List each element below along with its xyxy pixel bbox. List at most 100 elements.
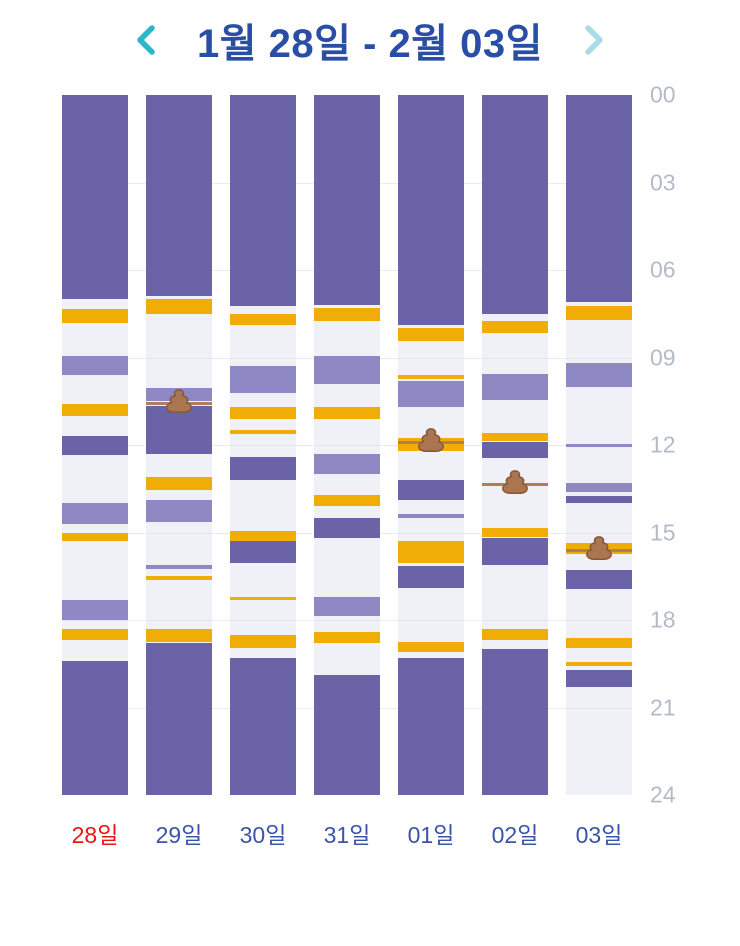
nap-block bbox=[398, 380, 464, 408]
time-tick-label: 03 bbox=[650, 169, 676, 195]
day-column bbox=[314, 95, 380, 795]
feed-block bbox=[482, 321, 548, 333]
sleep-block bbox=[62, 660, 128, 795]
sleep-block bbox=[146, 405, 212, 454]
next-week-button[interactable] bbox=[573, 20, 613, 60]
day-label: 01일 bbox=[407, 822, 455, 848]
time-tick-label: 12 bbox=[650, 431, 676, 458]
week-navigation-header: 1월 28일 - 2월 03일 bbox=[0, 8, 740, 72]
day-column bbox=[62, 95, 128, 795]
column-grid-line bbox=[62, 620, 128, 621]
sleep-block bbox=[398, 480, 464, 501]
sleep-block bbox=[230, 456, 296, 480]
day-label: 31일 bbox=[323, 822, 371, 848]
day-label: 30일 bbox=[239, 822, 287, 848]
feed-block bbox=[62, 404, 128, 416]
day-column bbox=[146, 95, 212, 795]
nap-block bbox=[482, 373, 548, 400]
feed-block bbox=[230, 407, 296, 419]
nap-block bbox=[566, 482, 632, 492]
day-column bbox=[566, 95, 632, 795]
time-tick-label: 09 bbox=[650, 344, 676, 370]
nap-block bbox=[314, 596, 380, 616]
day-label: 03일 bbox=[575, 822, 623, 848]
feed-block bbox=[482, 433, 548, 441]
sleep-block bbox=[482, 95, 548, 314]
nap-block bbox=[230, 366, 296, 393]
sleep-block bbox=[62, 95, 128, 300]
feed-block bbox=[314, 407, 380, 419]
sleep-block bbox=[314, 95, 380, 305]
sleep-block bbox=[230, 657, 296, 795]
time-tick-label: 15 bbox=[650, 519, 676, 545]
sleep-block bbox=[566, 669, 632, 688]
week-range-title: 1월 28일 - 2월 03일 bbox=[197, 22, 543, 66]
column-grid-line bbox=[398, 620, 464, 621]
day-label: 29일 bbox=[155, 822, 203, 848]
column-grid-line bbox=[566, 620, 632, 621]
poop-event bbox=[414, 427, 448, 457]
poop-icon bbox=[418, 428, 444, 453]
time-tick-label: 00 bbox=[650, 81, 676, 108]
poop-icon bbox=[586, 536, 612, 560]
feed-block bbox=[398, 328, 464, 342]
sleep-block bbox=[230, 95, 296, 307]
nap-block bbox=[566, 443, 632, 448]
time-tick-label: 06 bbox=[650, 256, 676, 283]
nap-block bbox=[314, 356, 380, 384]
feed-block bbox=[566, 637, 632, 648]
column-grid-line bbox=[482, 357, 548, 359]
nap-block bbox=[146, 500, 212, 523]
column-grid-line bbox=[146, 532, 212, 534]
column-grid-line bbox=[230, 620, 296, 621]
sleep-block bbox=[314, 517, 380, 539]
feed-block bbox=[146, 299, 212, 314]
feed-block bbox=[398, 641, 464, 653]
column-grid-line bbox=[314, 445, 380, 446]
feed-block bbox=[482, 528, 548, 537]
time-tick-label: 24 bbox=[650, 781, 676, 808]
poop-event bbox=[498, 469, 532, 499]
nap-block bbox=[314, 453, 380, 475]
sleep-block bbox=[146, 643, 212, 795]
feed-block bbox=[314, 494, 380, 507]
column-grid-line bbox=[146, 357, 212, 359]
sleep-block bbox=[398, 657, 464, 795]
time-tick-label: 18 bbox=[650, 606, 676, 633]
sleep-block bbox=[482, 538, 548, 565]
feed-block bbox=[230, 531, 296, 542]
column-grid-line bbox=[230, 445, 296, 446]
feed-block bbox=[314, 631, 380, 644]
column-grid-line bbox=[482, 620, 548, 621]
feed-block bbox=[566, 306, 632, 320]
column-grid-line bbox=[230, 357, 296, 359]
weekly-timeline-chart: 00 03 06 09 12 15 18 21 24 bbox=[62, 82, 676, 808]
day-column bbox=[398, 95, 464, 795]
nap-block bbox=[62, 356, 128, 375]
column-grid-line bbox=[566, 532, 632, 534]
column-grid-line bbox=[398, 532, 464, 534]
sleep-block bbox=[482, 442, 548, 459]
column-grid-line bbox=[398, 357, 464, 359]
sleep-block bbox=[62, 436, 128, 456]
feed-block bbox=[62, 309, 128, 323]
feed-block bbox=[146, 576, 212, 580]
feed-block bbox=[146, 628, 212, 642]
poop-icon bbox=[502, 470, 528, 495]
poop-icon bbox=[166, 388, 192, 413]
chevron-left-icon bbox=[137, 25, 155, 55]
time-tick-label: 21 bbox=[650, 694, 676, 720]
day-label: 28일 bbox=[71, 822, 119, 848]
column-grid-line bbox=[566, 357, 632, 359]
feed-block bbox=[482, 628, 548, 641]
feed-block bbox=[314, 307, 380, 322]
sleep-block bbox=[566, 570, 632, 590]
feed-block bbox=[566, 662, 632, 667]
sleep-block bbox=[482, 649, 548, 795]
prev-week-button[interactable] bbox=[127, 20, 167, 60]
feed-block bbox=[398, 541, 464, 564]
feed-block bbox=[62, 628, 128, 641]
sleep-block bbox=[398, 95, 464, 326]
sleep-block bbox=[230, 541, 296, 564]
